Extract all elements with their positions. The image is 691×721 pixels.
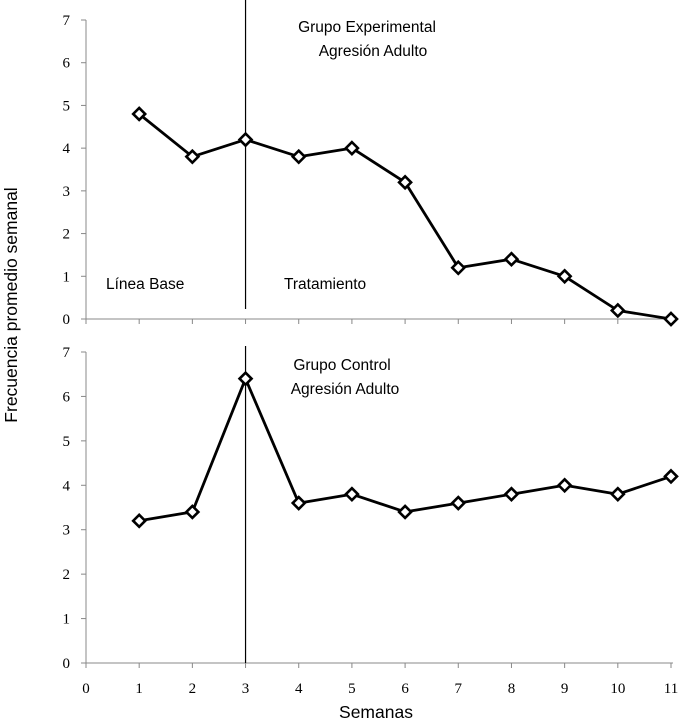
top-y-tick-label: 1 xyxy=(63,269,71,285)
top-data-point xyxy=(556,268,573,285)
top-y-tick-label: 6 xyxy=(63,56,71,72)
x-axis-title: Semanas xyxy=(339,702,413,721)
top-data-point xyxy=(184,148,201,165)
top-panel-title: Grupo Experimental xyxy=(298,19,436,36)
top-data-point xyxy=(609,302,626,319)
top-data-point xyxy=(663,311,679,327)
bottom-series-line xyxy=(138,377,672,523)
top-series-line xyxy=(138,112,672,321)
bottom-y-tick-label: 5 xyxy=(63,434,71,450)
bottom-data-point xyxy=(609,486,626,503)
x-tick-label: 5 xyxy=(348,681,356,697)
x-tick-label: 8 xyxy=(508,681,516,697)
top-data-point xyxy=(237,131,254,148)
x-tick-label: 3 xyxy=(242,681,250,697)
phase-label-baseline: Línea Base xyxy=(106,276,184,293)
top-data-point xyxy=(344,140,360,156)
top-y-tick-label: 0 xyxy=(63,312,71,328)
bottom-y-tick-label: 6 xyxy=(63,389,71,405)
bottom-data-point xyxy=(556,477,573,494)
top-y-tick-label: 3 xyxy=(63,184,71,200)
top-y-tick-label: 2 xyxy=(63,227,71,243)
bottom-y-tick-label: 0 xyxy=(63,656,71,672)
bottom-y-tick-label: 4 xyxy=(63,478,71,494)
bottom-data-point xyxy=(663,468,679,485)
x-tick-label: 4 xyxy=(295,681,303,697)
top-panel-subtitle: Agresión Adulto xyxy=(319,43,428,60)
top-y-tick-label: 7 xyxy=(63,13,71,29)
bottom-data-point xyxy=(344,486,360,503)
x-tick-label: 9 xyxy=(561,681,569,697)
top-y-tick-label: 5 xyxy=(63,98,71,114)
phase-label-treatment: Tratamiento xyxy=(284,276,366,293)
bottom-panel: 0 1 2 3 4 5 6 7 0 1 2 3 4 5 6 7 8 9 10 11 xyxy=(63,345,679,697)
x-tick-label: 7 xyxy=(455,681,463,697)
bottom-data-point xyxy=(290,495,307,511)
top-data-point xyxy=(503,251,520,268)
top-data-point xyxy=(397,174,413,191)
x-tick-label: 10 xyxy=(610,681,625,697)
y-axis-title: Frecuencia promedio semanal xyxy=(1,187,21,422)
bottom-y-tick-label: 7 xyxy=(63,345,71,361)
x-tick-label: 11 xyxy=(664,681,678,697)
top-data-point xyxy=(131,106,148,122)
bottom-data-point xyxy=(397,504,413,520)
x-tick-label: 2 xyxy=(189,681,197,697)
top-panel: 0 1 2 3 4 5 6 7 xyxy=(63,0,679,328)
bottom-y-tick-label: 3 xyxy=(63,523,71,539)
x-tick-label: 0 xyxy=(82,681,90,697)
bottom-data-point xyxy=(450,495,467,511)
bottom-data-point xyxy=(503,486,520,503)
bottom-panel-title: Grupo Control xyxy=(293,357,390,374)
bottom-data-point xyxy=(131,512,148,529)
bottom-data-point xyxy=(184,504,201,520)
bottom-y-tick-label: 2 xyxy=(63,567,71,583)
bottom-panel-subtitle: Agresión Adulto xyxy=(291,381,400,398)
top-y-tick-label: 4 xyxy=(63,141,71,157)
x-tick-label: 1 xyxy=(135,681,143,697)
bottom-data-point xyxy=(237,370,254,387)
top-data-point xyxy=(450,259,467,276)
top-data-point xyxy=(290,148,307,165)
bottom-y-tick-label: 1 xyxy=(63,612,71,628)
x-tick-label: 6 xyxy=(401,681,409,697)
